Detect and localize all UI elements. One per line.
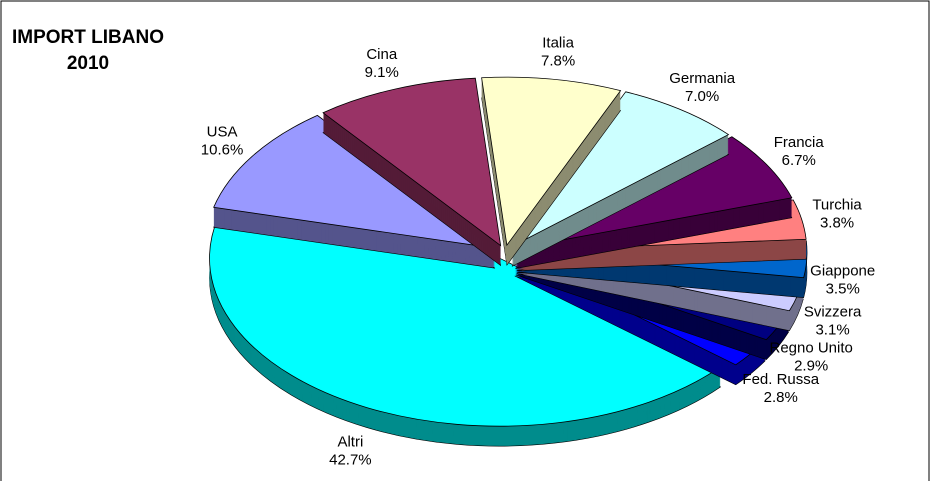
slice	[213, 114, 496, 269]
slice-value-label: 3.8%	[820, 214, 854, 231]
slice-value-label: 3.5%	[826, 280, 860, 297]
slice-value-label: 2.8%	[764, 389, 798, 406]
slice-top	[322, 77, 502, 247]
slice-label: Regno Unito	[769, 340, 852, 357]
slice	[209, 216, 722, 447]
slice-label: USA	[207, 123, 238, 140]
slice	[322, 77, 502, 267]
slice-top	[511, 91, 730, 247]
slice-label: Giappone	[810, 262, 875, 279]
slice-top	[213, 114, 496, 249]
slice-top	[209, 216, 722, 427]
chart-subtitle: 2010	[67, 53, 109, 74]
slice-value-label: 9.1%	[365, 64, 399, 81]
slice-label: Francia	[774, 134, 825, 151]
slice-value-label: 7.0%	[685, 88, 719, 105]
slice	[511, 91, 730, 267]
slice	[481, 76, 622, 266]
slice-label: Altri	[337, 434, 363, 451]
slice-value-label: 6.7%	[782, 152, 816, 169]
slice-value-label: 42.7%	[329, 452, 372, 469]
slice-top	[481, 76, 622, 247]
slice-value-label: 2.9%	[794, 358, 828, 375]
slice-label: Cina	[366, 46, 398, 63]
slice-label: Fed. Russa	[742, 371, 819, 388]
pie	[209, 76, 808, 447]
chart-title: IMPORT LIBANO	[12, 27, 164, 48]
slice-value-label: 3.1%	[815, 322, 849, 339]
slice-value-label: 10.6%	[201, 141, 244, 158]
slice-label: Germania	[669, 70, 736, 87]
slice-label: Turchia	[812, 196, 862, 213]
slice-value-label: 7.8%	[541, 52, 575, 69]
slice-label: Svizzera	[804, 304, 862, 321]
slice-label: Italia	[542, 34, 574, 51]
